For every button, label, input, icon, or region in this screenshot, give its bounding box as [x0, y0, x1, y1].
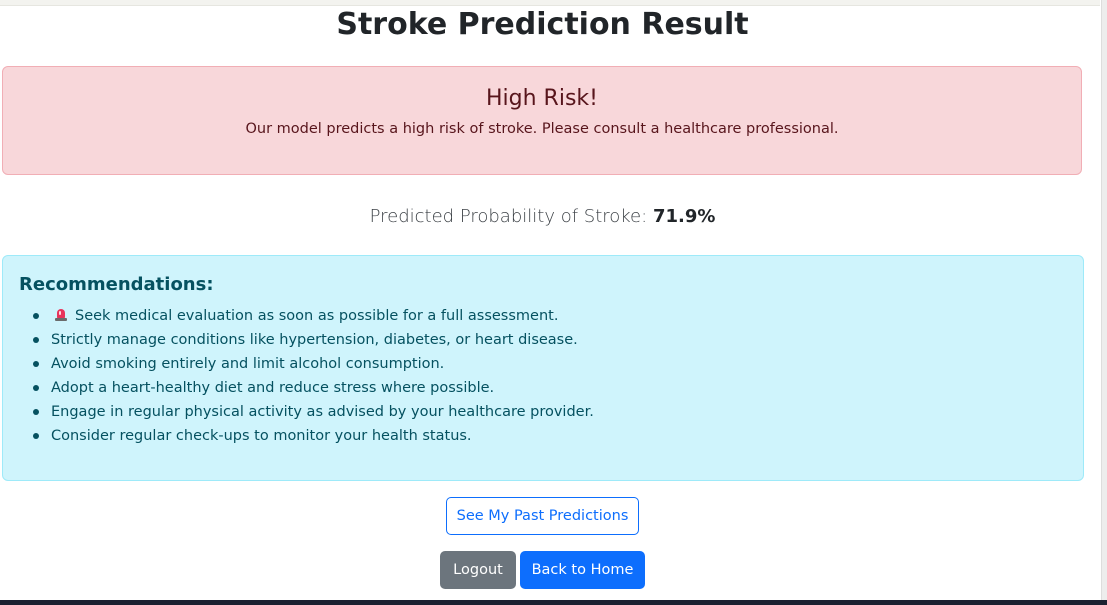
- list-item: Avoid smoking entirely and limit alcohol…: [33, 352, 1067, 376]
- taskbar-edge: [0, 600, 1107, 605]
- list-item: Consider regular check-ups to monitor yo…: [33, 424, 1067, 448]
- recommendations-panel: Recommendations: Seek medical evaluation…: [2, 255, 1084, 481]
- risk-message: Our model predicts a high risk of stroke…: [245, 121, 839, 137]
- browser-top-strip: [0, 0, 1100, 6]
- recommendation-text: Strictly manage conditions like hyperten…: [51, 332, 578, 348]
- list-item: Adopt a heart-healthy diet and reduce st…: [33, 376, 1067, 400]
- recommendations-heading: Recommendations:: [19, 274, 214, 295]
- list-item: Engage in regular physical activity as a…: [33, 400, 1067, 424]
- recommendations-list: Seek medical evaluation as soon as possi…: [19, 304, 1067, 448]
- recommendation-text: Engage in regular physical activity as a…: [51, 404, 594, 420]
- recommendation-text: Adopt a heart-healthy diet and reduce st…: [51, 380, 495, 396]
- list-item: Seek medical evaluation as soon as possi…: [33, 304, 1067, 328]
- back-to-home-button[interactable]: Back to Home: [520, 551, 645, 589]
- logout-button[interactable]: Logout: [440, 551, 516, 589]
- recommendation-text: Consider regular check-ups to monitor yo…: [51, 428, 472, 444]
- risk-heading: High Risk!: [486, 86, 598, 111]
- scrollbar[interactable]: [1101, 0, 1107, 600]
- high-risk-alert: High Risk! Our model predicts a high ris…: [2, 66, 1082, 175]
- past-predictions-button[interactable]: See My Past Predictions: [446, 497, 639, 535]
- recommendation-text: Seek medical evaluation as soon as possi…: [75, 308, 559, 324]
- list-item: Strictly manage conditions like hyperten…: [33, 328, 1067, 352]
- probability-value: 71.9%: [652, 206, 716, 227]
- probability-label: Predicted Probability of Stroke:: [369, 206, 648, 227]
- probability-line: Predicted Probability of Stroke: 71.9%: [0, 204, 1085, 230]
- page-title: Stroke Prediction Result: [336, 7, 749, 42]
- recommendation-text: Avoid smoking entirely and limit alcohol…: [51, 356, 445, 372]
- siren-icon: [55, 308, 67, 321]
